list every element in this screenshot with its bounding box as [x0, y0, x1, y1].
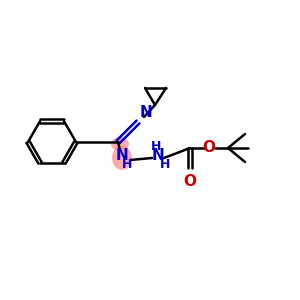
Text: H: H — [122, 158, 132, 170]
Text: H: H — [160, 158, 170, 170]
Text: O: O — [202, 140, 215, 155]
Text: N: N — [140, 105, 153, 120]
Ellipse shape — [112, 146, 132, 170]
Text: H: H — [151, 140, 161, 152]
Text: N: N — [116, 148, 128, 164]
Text: O: O — [184, 174, 196, 189]
Ellipse shape — [111, 137, 129, 151]
Text: N: N — [152, 148, 164, 164]
